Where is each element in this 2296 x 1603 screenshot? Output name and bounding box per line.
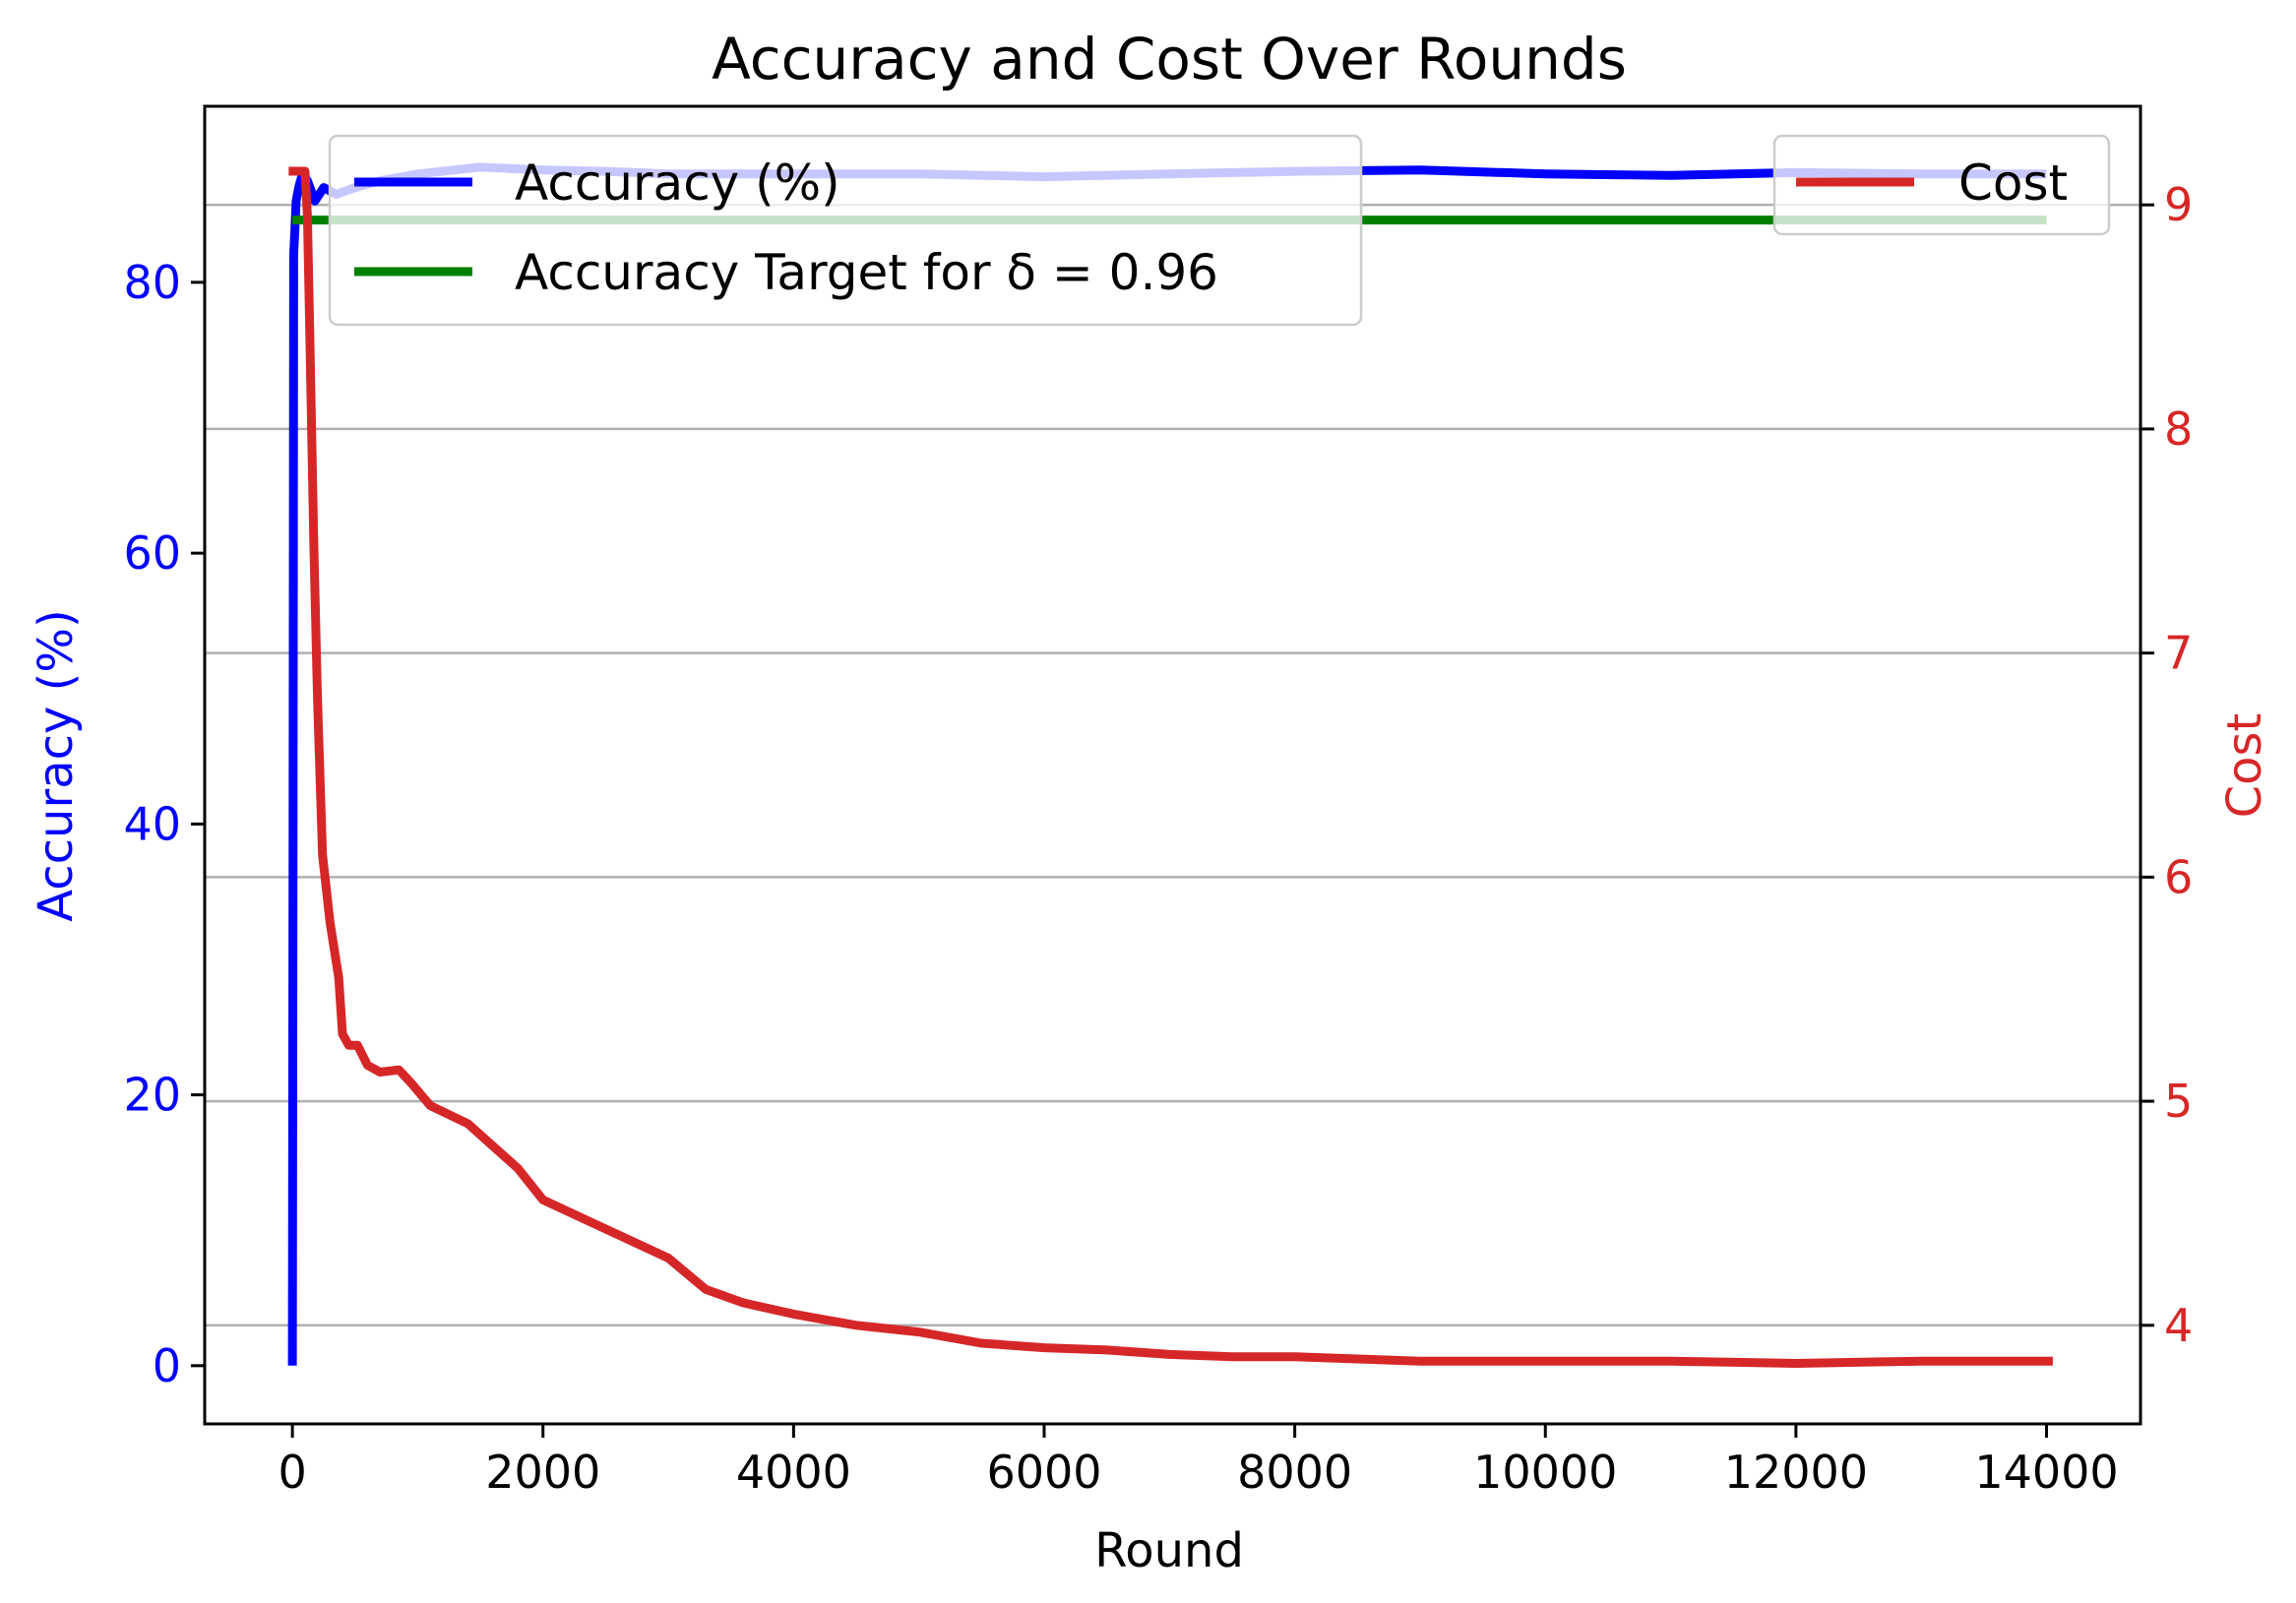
x-tick-label: 12000: [1724, 1446, 1868, 1499]
y-right-tick-label: 6: [2164, 850, 2193, 903]
legend-right: Cost: [1772, 134, 2111, 236]
legend-cost-label: Cost: [1958, 154, 2068, 212]
y-right-tick-label: 8: [2164, 402, 2193, 456]
y-right-tick-label: 9: [2164, 178, 2193, 231]
legend-target-label: Accuracy Target for δ = 0.96: [515, 244, 1218, 301]
y-left-tick-label: 20: [123, 1069, 181, 1122]
ticks-layer: 0 2000 4000 6000 8000 10000 12000 14000 0 20 40 60 8…: [123, 178, 2193, 1499]
x-tick-label: 0: [278, 1446, 306, 1499]
x-tick-label: 10000: [1473, 1446, 1617, 1499]
legend-right-box: [1772, 134, 2111, 236]
x-tick-label: 14000: [1974, 1446, 2118, 1499]
y-left-tick-label: 40: [123, 797, 181, 850]
x-tick-label: 8000: [1237, 1446, 1352, 1499]
chart-title: Accuracy and Cost Over Rounds: [712, 26, 1627, 92]
y-axis-right-title: Cost: [2217, 713, 2272, 819]
legend-left: Accuracy (%) Accuracy Target for δ = 0.9…: [328, 134, 1363, 327]
cost-series-line: [288, 166, 2053, 1368]
y-right-tick-label: 7: [2164, 627, 2193, 680]
x-tick-label: 4000: [736, 1446, 851, 1499]
y-right-tick-label: 4: [2164, 1299, 2193, 1352]
x-tick-label: 2000: [485, 1446, 600, 1499]
x-axis-title: Round: [1094, 1523, 1244, 1578]
y-axis-left-title: Accuracy (%): [29, 609, 84, 921]
y-left-tick-label: 80: [123, 256, 181, 309]
y-left-tick-label: 60: [123, 526, 181, 580]
y-left-tick-label: 0: [153, 1339, 181, 1392]
plot-frame: [203, 104, 2142, 1426]
y-right-tick-label: 5: [2164, 1075, 2193, 1128]
x-tick-label: 6000: [986, 1446, 1101, 1499]
legend-left-box: [328, 134, 1363, 327]
legend-accuracy-label: Accuracy (%): [515, 154, 840, 212]
